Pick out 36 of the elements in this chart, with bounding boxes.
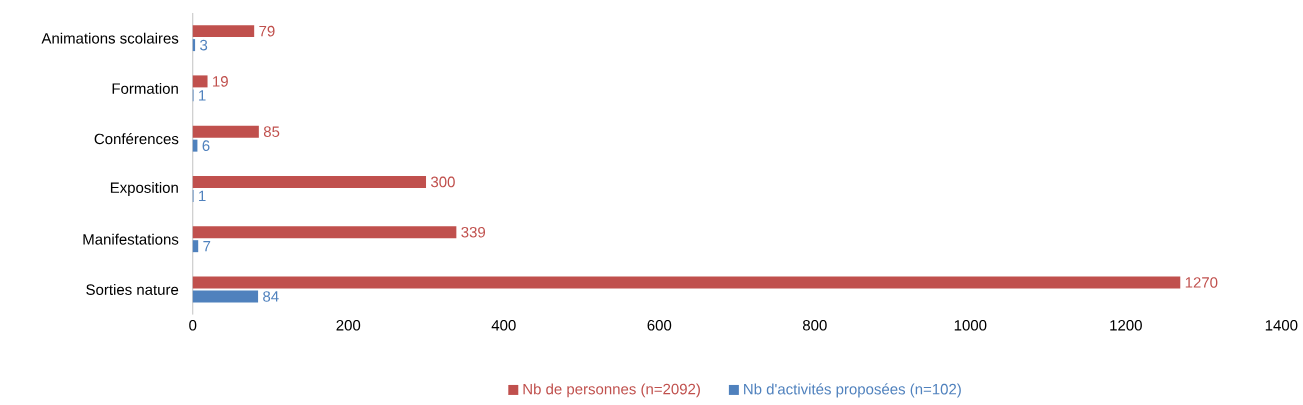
y-tick-label: Animations scolaires [41,32,179,44]
bar [192,75,208,88]
legend-label: Nb de personnes (n=2092) [523,383,700,398]
data-label: 7 [203,240,211,252]
x-tick-label: 600 [647,319,672,331]
x-tick-label: 1200 [1110,319,1142,331]
data-label: 1 [199,190,206,201]
x-tick-label: 1400 [1265,319,1298,331]
bar [192,175,427,188]
legend-label: Nb d'activités proposées (n=102) [744,383,961,398]
data-label: 85 [263,126,280,137]
x-tick-label: 0 [189,319,197,331]
data-label: 3 [200,39,208,51]
data-label: 300 [430,176,455,188]
bar [192,24,255,37]
bar [192,239,199,252]
bar [192,290,259,303]
data-label: 1 [199,89,206,101]
data-label: 1270 [1185,276,1218,288]
data-label: 79 [259,25,275,37]
bar [192,225,457,238]
data-label: 6 [202,140,210,151]
x-tick-label: 400 [491,319,516,331]
x-tick-label: 800 [802,319,827,331]
y-tick-label: Manifestations [83,233,179,245]
y-tick-label: Formation [112,82,178,94]
x-tick-label: 1000 [954,319,987,331]
data-label: 84 [263,290,279,302]
bar [192,125,259,138]
y-tick-label: Sorties nature [86,283,179,295]
bar [192,276,1181,289]
x-tick-label: 200 [336,319,361,331]
data-label: 19 [213,75,228,87]
data-label: 339 [461,226,486,238]
y-tick-label: Conférences [94,132,179,145]
y-tick-label: Exposition [110,181,178,196]
